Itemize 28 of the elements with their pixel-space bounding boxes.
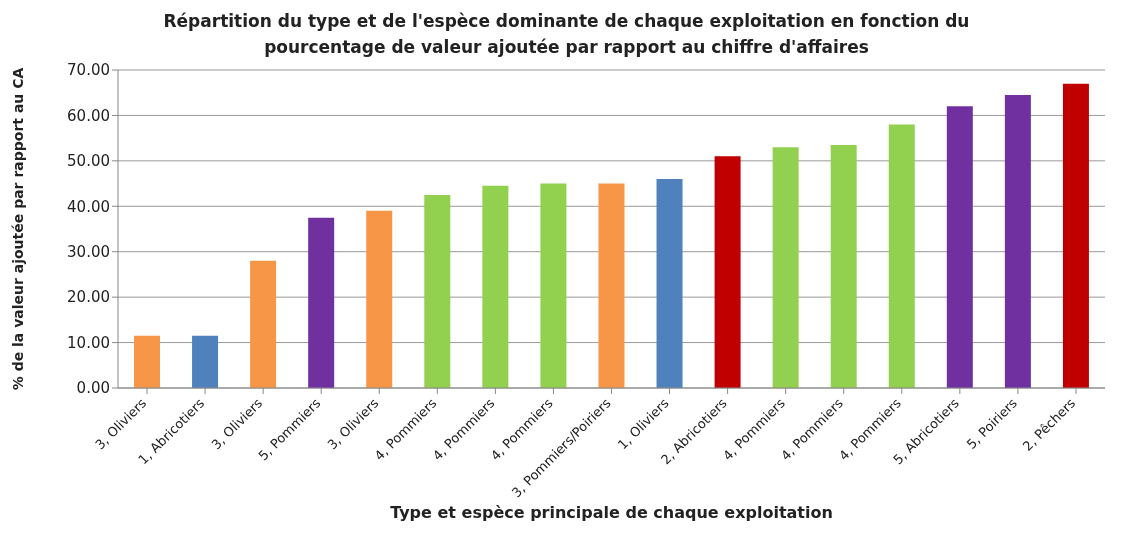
bar	[830, 144, 857, 388]
y-tick-label: 10.00	[67, 333, 110, 352]
bar	[192, 335, 219, 388]
y-tick-label: 50.00	[67, 152, 110, 171]
chart-title: Répartition du type et de l'espèce dominante de chaque exploitation en fonction du pourcentage de valeur ajoutée par rapport au chiffre d'affaires	[162, 10, 971, 59]
y-tick-label: 60.00	[67, 106, 110, 125]
y-tick-label: 20.00	[67, 288, 110, 307]
bar	[888, 124, 915, 388]
bar	[482, 185, 509, 388]
bar	[598, 183, 625, 388]
bar	[366, 210, 393, 388]
y-tick-label: 70.00	[67, 61, 110, 80]
x-axis-title: Type et espèce principale de chaque exploitation	[390, 503, 833, 522]
bar	[308, 217, 335, 388]
bar	[540, 183, 567, 388]
bar	[656, 179, 683, 388]
bar	[772, 147, 799, 388]
bar	[250, 260, 277, 388]
y-axis-title: % de la valeur ajoutée par rapport au CA	[9, 67, 26, 391]
bar	[424, 194, 451, 388]
y-tick-label: 0.00	[76, 379, 110, 398]
bar	[714, 156, 741, 388]
bar	[134, 335, 160, 388]
bar	[1004, 94, 1031, 388]
y-tick-label: 40.00	[67, 197, 110, 216]
bar	[946, 106, 973, 388]
bar	[1062, 83, 1089, 388]
y-tick-label: 30.00	[67, 243, 110, 262]
